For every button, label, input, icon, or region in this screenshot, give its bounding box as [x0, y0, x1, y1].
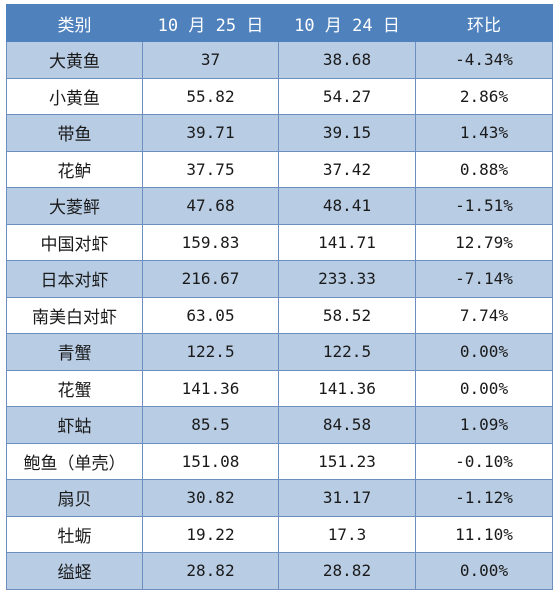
cell-category: 花蟹 — [6, 369, 143, 407]
cell-oct24: 58.52 — [278, 296, 416, 334]
cell-change: 0.00% — [415, 552, 553, 590]
cell-change: 1.43% — [415, 114, 553, 152]
cell-oct25: 39.71 — [142, 114, 279, 152]
cell-oct25: 47.68 — [142, 187, 279, 225]
cell-category: 虾蛄 — [6, 406, 143, 444]
table-row: 缢蛏 28.82 28.82 0.00% — [6, 552, 553, 590]
header-oct24: 10 月 24 日 — [278, 4, 416, 42]
header-change: 环比 — [415, 4, 553, 42]
cell-change: -0.10% — [415, 442, 553, 480]
seafood-price-table: 类别 10 月 25 日 10 月 24 日 环比 大黄鱼 37 38.68 -4.3… — [6, 4, 553, 590]
cell-oct25: 30.82 — [142, 479, 279, 517]
table-row: 大黄鱼 37 38.68 -4.34% — [6, 41, 553, 79]
cell-change: 7.74% — [415, 296, 553, 334]
cell-oct24: 17.3 — [278, 515, 416, 553]
table-body: 大黄鱼 37 38.68 -4.34% 小黄鱼 55.82 54.27 2.86% 带鱼 39.7… — [6, 41, 553, 590]
cell-category: 日本对虾 — [6, 260, 143, 298]
cell-oct25: 151.08 — [142, 442, 279, 480]
cell-category: 南美白对虾 — [6, 296, 143, 334]
table-row: 大菱鲆 47.68 48.41 -1.51% — [6, 187, 553, 225]
cell-oct25: 216.67 — [142, 260, 279, 298]
cell-oct24: 39.15 — [278, 114, 416, 152]
cell-change: -1.51% — [415, 187, 553, 225]
cell-category: 青蟹 — [6, 333, 143, 371]
cell-oct25: 85.5 — [142, 406, 279, 444]
cell-oct24: 31.17 — [278, 479, 416, 517]
header-category: 类别 — [6, 4, 143, 42]
header-row: 类别 10 月 25 日 10 月 24 日 环比 — [6, 4, 553, 42]
cell-change: 0.88% — [415, 150, 553, 188]
table-row: 日本对虾 216.67 233.33 -7.14% — [6, 260, 553, 298]
cell-oct25: 159.83 — [142, 223, 279, 261]
cell-oct24: 38.68 — [278, 41, 416, 79]
cell-change: 0.00% — [415, 333, 553, 371]
cell-oct24: 141.36 — [278, 369, 416, 407]
cell-change: 0.00% — [415, 369, 553, 407]
cell-category: 扇贝 — [6, 479, 143, 517]
cell-change: 2.86% — [415, 77, 553, 115]
cell-oct24: 151.23 — [278, 442, 416, 480]
table-row: 小黄鱼 55.82 54.27 2.86% — [6, 77, 553, 115]
table-row: 中国对虾 159.83 141.71 12.79% — [6, 223, 553, 261]
cell-category: 花鲈 — [6, 150, 143, 188]
cell-category: 中国对虾 — [6, 223, 143, 261]
cell-category: 牡蛎 — [6, 515, 143, 553]
cell-oct25: 141.36 — [142, 369, 279, 407]
cell-oct25: 19.22 — [142, 515, 279, 553]
cell-oct25: 37 — [142, 41, 279, 79]
table-row: 花蟹 141.36 141.36 0.00% — [6, 369, 553, 407]
cell-category: 大菱鲆 — [6, 187, 143, 225]
cell-change: -1.12% — [415, 479, 553, 517]
cell-category: 小黄鱼 — [6, 77, 143, 115]
table-row: 虾蛄 85.5 84.58 1.09% — [6, 406, 553, 444]
cell-category: 带鱼 — [6, 114, 143, 152]
table-row: 扇贝 30.82 31.17 -1.12% — [6, 479, 553, 517]
cell-change: 12.79% — [415, 223, 553, 261]
cell-oct24: 28.82 — [278, 552, 416, 590]
cell-oct25: 63.05 — [142, 296, 279, 334]
cell-change: 1.09% — [415, 406, 553, 444]
cell-oct25: 28.82 — [142, 552, 279, 590]
cell-oct25: 122.5 — [142, 333, 279, 371]
cell-oct24: 54.27 — [278, 77, 416, 115]
cell-category: 大黄鱼 — [6, 41, 143, 79]
cell-oct24: 122.5 — [278, 333, 416, 371]
price-table-container: 类别 10 月 25 日 10 月 24 日 环比 大黄鱼 37 38.68 -4.3… — [6, 4, 553, 590]
cell-oct24: 141.71 — [278, 223, 416, 261]
cell-oct25: 37.75 — [142, 150, 279, 188]
cell-oct25: 55.82 — [142, 77, 279, 115]
table-row: 牡蛎 19.22 17.3 11.10% — [6, 515, 553, 553]
table-row: 鲍鱼（单壳） 151.08 151.23 -0.10% — [6, 442, 553, 480]
header-oct25: 10 月 25 日 — [142, 4, 279, 42]
table-row: 青蟹 122.5 122.5 0.00% — [6, 333, 553, 371]
cell-oct24: 48.41 — [278, 187, 416, 225]
table-row: 花鲈 37.75 37.42 0.88% — [6, 150, 553, 188]
cell-change: 11.10% — [415, 515, 553, 553]
cell-category: 缢蛏 — [6, 552, 143, 590]
cell-change: -7.14% — [415, 260, 553, 298]
cell-oct24: 37.42 — [278, 150, 416, 188]
cell-oct24: 84.58 — [278, 406, 416, 444]
cell-oct24: 233.33 — [278, 260, 416, 298]
cell-category: 鲍鱼（单壳） — [6, 442, 143, 480]
table-row: 南美白对虾 63.05 58.52 7.74% — [6, 296, 553, 334]
cell-change: -4.34% — [415, 41, 553, 79]
table-row: 带鱼 39.71 39.15 1.43% — [6, 114, 553, 152]
